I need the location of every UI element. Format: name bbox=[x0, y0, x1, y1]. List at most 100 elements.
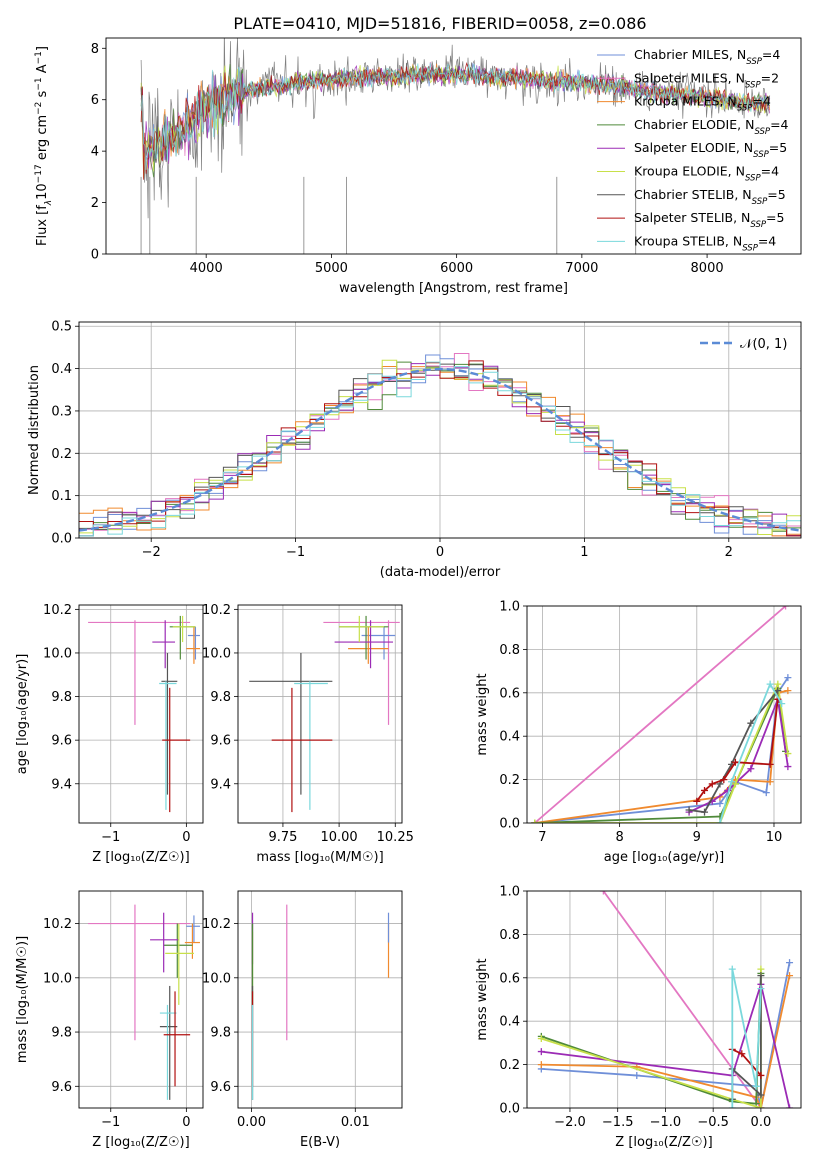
y-axis-label-part: ] bbox=[35, 46, 50, 51]
x-tick-label: 0 bbox=[182, 1115, 190, 1130]
x-tick-label: 9.75 bbox=[268, 830, 297, 845]
x-axis-label: E(B-V) bbox=[300, 1135, 340, 1150]
weight-marker bbox=[693, 797, 701, 805]
weight-marker bbox=[786, 972, 794, 980]
weight-marker bbox=[766, 760, 774, 768]
legend-entry: Kroupa STELIB, NSSP=4 bbox=[634, 233, 776, 253]
y-axis-label: mass weight bbox=[475, 958, 490, 1040]
legend-count: =4 bbox=[770, 117, 788, 132]
y-tick-label: 9.4 bbox=[51, 777, 72, 792]
y-axis-label-part: λ bbox=[44, 200, 54, 206]
spectrum-panel: 4000 5000 6000 7000 8000 0 2 4 6 8 wavelength [Ang… bbox=[34, 37, 802, 296]
legend-entry: Chabrier MILES, NSSP=4 bbox=[634, 47, 780, 67]
y-tick-label: 0.3 bbox=[51, 404, 72, 419]
x-tick-label: 2 bbox=[725, 545, 733, 560]
y-tick-label: 10.2 bbox=[43, 603, 72, 618]
legend-count: =5 bbox=[766, 210, 784, 225]
legend-subscript: SSP bbox=[745, 80, 761, 90]
y-tick-label: 10.2 bbox=[43, 917, 72, 932]
x-tick-label: −1.5 bbox=[602, 1115, 634, 1130]
y-tick-label: 0.4 bbox=[499, 1015, 520, 1030]
weight-marker bbox=[685, 806, 693, 814]
weight-marker bbox=[757, 972, 765, 980]
legend-text: Kroupa STELIB, N bbox=[634, 233, 742, 248]
legend-subscript: SSP bbox=[746, 57, 762, 67]
weight-marker bbox=[784, 763, 792, 771]
weight-marker bbox=[774, 680, 782, 688]
y-axis-label-part: A bbox=[35, 64, 50, 77]
weight-series-line bbox=[541, 980, 791, 1108]
x-tick-label: 8 bbox=[615, 830, 623, 845]
y-axis-label: Flux [fλ10−17 erg cm−2 s−1 A−1] bbox=[34, 46, 54, 246]
plot-area bbox=[88, 904, 200, 1100]
y-tick-label: 0.2 bbox=[499, 773, 520, 788]
y-tick-label: 10.0 bbox=[202, 971, 231, 986]
axes-frame bbox=[78, 604, 204, 824]
weight-marker bbox=[786, 1104, 794, 1108]
x-tick-label: 10.00 bbox=[320, 830, 357, 845]
y-axis-label-part: erg cm bbox=[35, 115, 50, 164]
legend-entry: Chabrier STELIB, NSSP=5 bbox=[634, 187, 786, 207]
legend-text: Kroupa ELODIE, N bbox=[634, 164, 745, 179]
legend-entry: Kroupa ELODIE, NSSP=4 bbox=[634, 164, 779, 184]
x-tick-label: 0.00 bbox=[237, 1115, 266, 1130]
axes-frame bbox=[237, 890, 403, 1109]
weight-marker bbox=[757, 1071, 765, 1079]
weight-marker bbox=[731, 780, 739, 788]
y-axis-label-part: 10 bbox=[35, 183, 50, 200]
y-tick-label: 9.8 bbox=[210, 1026, 231, 1041]
weight-marker bbox=[738, 1050, 746, 1058]
y-tick-label: 10.0 bbox=[202, 646, 231, 661]
axes-frame bbox=[526, 890, 802, 1109]
weight-series-line bbox=[719, 682, 783, 823]
legend-text: Chabrier STELIB, N bbox=[634, 187, 752, 202]
x-axis-label: age [log₁₀(age/yr)] bbox=[604, 850, 725, 865]
y-tick-label: 4 bbox=[91, 145, 99, 160]
x-tick-label: −1.0 bbox=[650, 1115, 682, 1130]
y-axis-label-part: −17 bbox=[34, 164, 44, 183]
y-axis-label-part: −1 bbox=[34, 77, 44, 90]
plot-area bbox=[249, 615, 400, 813]
axes-frame bbox=[526, 605, 802, 824]
x-axis-label: (data-model)/error bbox=[380, 565, 501, 580]
y-axis-label: mass weight bbox=[475, 673, 490, 755]
y-tick-label: 0.6 bbox=[499, 971, 520, 986]
weight-marker bbox=[784, 750, 792, 758]
legend-count: =5 bbox=[767, 187, 785, 202]
x-tick-label: 0.0 bbox=[751, 1115, 772, 1130]
x-tick-label: 8000 bbox=[691, 261, 724, 276]
weight-marker bbox=[728, 965, 736, 973]
y-tick-label: 0.4 bbox=[499, 730, 520, 745]
legend-subscript: SSP bbox=[745, 174, 761, 184]
y-tick-label: 0.0 bbox=[499, 1102, 520, 1117]
legend-entry: Salpeter ELODIE, NSSP=5 bbox=[634, 140, 787, 160]
weight-series-line bbox=[534, 606, 787, 823]
weight-marker bbox=[747, 765, 755, 773]
legend-count: =4 bbox=[752, 94, 770, 109]
y-axis-label-part: Flux [f bbox=[35, 205, 50, 246]
legend-entry: Salpeter MILES, NSSP=2 bbox=[634, 70, 779, 90]
y-tick-label: 0.8 bbox=[499, 643, 520, 658]
plot-area bbox=[88, 615, 200, 813]
y-tick-label: 10.2 bbox=[202, 603, 231, 618]
plot-area bbox=[537, 891, 794, 1108]
weight-marker bbox=[716, 819, 724, 823]
x-tick-label: 6000 bbox=[440, 261, 473, 276]
x-axis-label: Z [log₁₀(Z/Z☉)] bbox=[92, 1135, 189, 1150]
legend-entry: Kroupa MILES, NSSP=4 bbox=[634, 94, 771, 114]
weight-series-line bbox=[534, 689, 789, 823]
y-tick-label: 0.5 bbox=[51, 320, 72, 335]
x-tick-label: −1 bbox=[101, 1115, 120, 1130]
mass-vs-metallicity-panel: −1 0 9.6 9.8 10.0 10.2 Z [log₁₀(Z/Z☉)] mass [lo… bbox=[15, 890, 204, 1150]
y-tick-label: 1.0 bbox=[499, 885, 520, 900]
weight-marker bbox=[752, 1082, 760, 1090]
legend-text: Chabrier MILES, N bbox=[634, 47, 746, 62]
x-tick-label: 0.01 bbox=[341, 1115, 370, 1130]
weight-marker bbox=[778, 700, 786, 708]
weight-marker bbox=[784, 687, 792, 695]
y-tick-label: 0 bbox=[91, 248, 99, 263]
weight-marker bbox=[599, 891, 607, 895]
y-tick-label: 0.6 bbox=[499, 686, 520, 701]
weight-series-line bbox=[541, 969, 762, 1108]
